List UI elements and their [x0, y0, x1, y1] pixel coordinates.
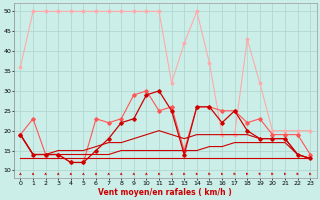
X-axis label: Vent moyen/en rafales ( km/h ): Vent moyen/en rafales ( km/h ) — [99, 188, 232, 197]
